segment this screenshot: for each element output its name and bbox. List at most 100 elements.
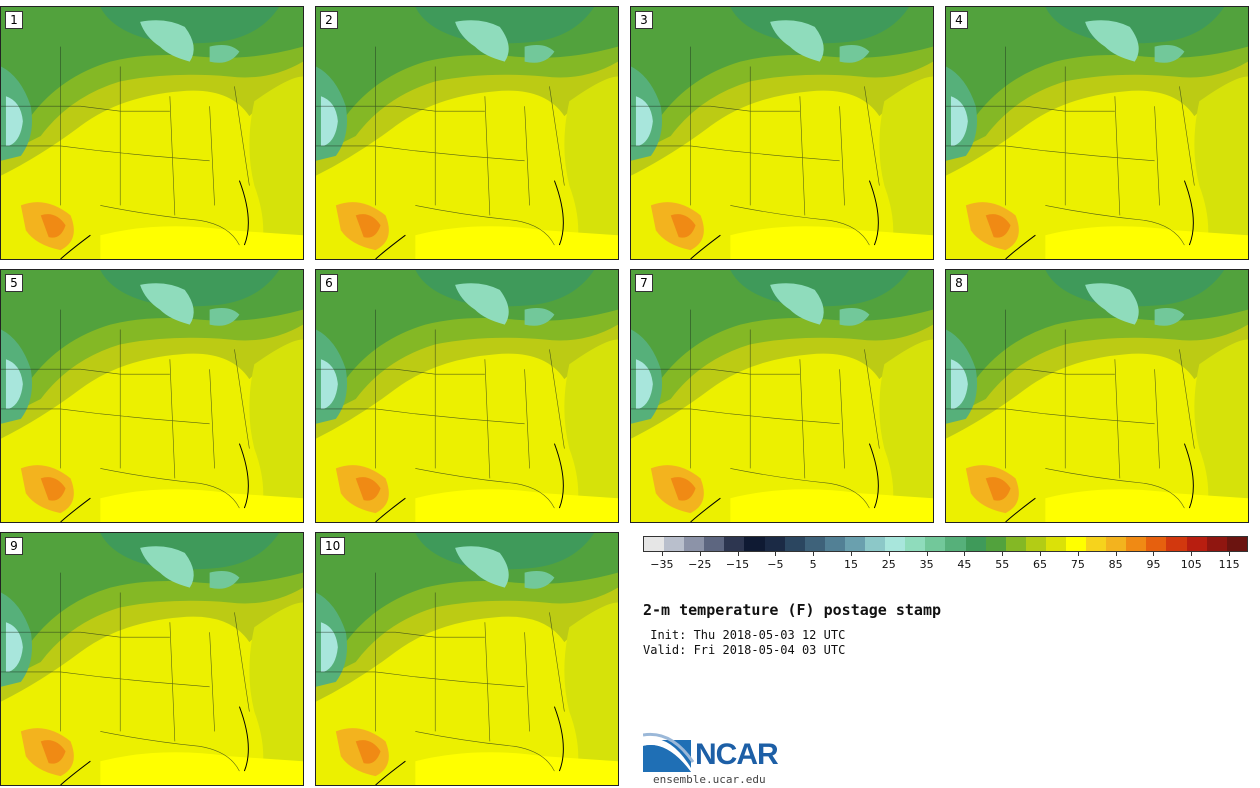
colorbar-tick-label: 25 — [881, 558, 896, 571]
map-atlantic-zone — [1194, 339, 1248, 522]
colorbar-tick-label: −5 — [767, 558, 784, 571]
colorbar-tick — [1153, 552, 1155, 556]
colorbar-tick-label: −25 — [688, 558, 712, 571]
colorbar-swatch — [824, 537, 845, 551]
map-panel-1: 1 — [0, 6, 304, 260]
map-atlantic-zone — [879, 339, 933, 522]
colorbar-tick-label: 5 — [809, 558, 817, 571]
colorbar-tick-label: 75 — [1070, 558, 1085, 571]
map-northeast-zone — [1154, 308, 1185, 326]
map-gulf-zone — [100, 226, 303, 259]
colorbar-swatch — [1106, 537, 1127, 551]
map-great-lakes-zone — [1085, 20, 1139, 62]
map-atlantic-zone — [564, 339, 618, 522]
colorbar-swatch — [684, 537, 705, 551]
ncar-logo-swoosh-icon — [643, 732, 695, 772]
map-state-borders — [1, 572, 250, 772]
colorbar-swatch — [865, 537, 886, 551]
map-coastline — [60, 443, 249, 522]
panel-number: 10 — [320, 537, 346, 555]
colorbar-tick-label: −35 — [650, 558, 674, 571]
map-gulf-zone — [415, 489, 618, 522]
colorbar-tick-label: 15 — [843, 558, 858, 571]
map-state-borders — [631, 46, 880, 246]
map-panel-5: 5 — [0, 269, 304, 523]
map-coastline — [375, 706, 564, 785]
panel-number: 3 — [635, 11, 653, 29]
ncar-logo-text: NCAR — [695, 738, 779, 771]
map-north-zone — [415, 270, 595, 307]
colorbar-tick — [850, 552, 852, 556]
map-rockies-zone — [635, 359, 653, 409]
map-state-borders — [946, 46, 1195, 246]
map-panel-8: 8 — [945, 269, 1249, 523]
colorbar-tick — [1040, 552, 1042, 556]
map-state-borders — [946, 309, 1195, 509]
panel-number: 9 — [5, 537, 23, 555]
map-northeast-zone — [839, 45, 870, 63]
colorbar-tick-label: 55 — [995, 558, 1010, 571]
map-northeast-zone — [524, 571, 555, 589]
map-great-lakes-zone — [1085, 283, 1139, 325]
map-north-zone — [730, 270, 910, 307]
temperature-map — [1, 270, 303, 522]
colorbar-swatch — [1005, 537, 1026, 551]
map-state-borders — [316, 572, 565, 772]
colorbar-tick — [699, 552, 701, 556]
colorbar-swatch — [644, 537, 665, 551]
colorbar-swatch — [804, 537, 825, 551]
colorbar-swatch — [965, 537, 986, 551]
panel-number: 6 — [320, 274, 338, 292]
colorbar-swatch — [885, 537, 906, 551]
colorbar-swatch — [1045, 537, 1066, 551]
colorbar-swatch — [1086, 537, 1107, 551]
map-rockies-zone — [635, 96, 653, 146]
map-great-lakes-zone — [770, 283, 824, 325]
panel-number: 7 — [635, 274, 653, 292]
colorbar-tick-label: 65 — [1033, 558, 1048, 571]
colorbar-swatch — [784, 537, 805, 551]
map-texas-hottest-zone — [40, 214, 66, 238]
colorbar-tick-label: −15 — [725, 558, 750, 571]
map-atlantic-zone — [879, 76, 933, 259]
map-coastline — [375, 180, 564, 259]
map-north-zone — [100, 533, 280, 570]
map-state-borders — [1, 309, 250, 509]
init-time: Init: Thu 2018-05-03 12 UTC — [643, 628, 846, 642]
map-northeast-zone — [209, 308, 240, 326]
map-rockies-zone — [950, 96, 968, 146]
colorbar-swatch — [724, 537, 745, 551]
map-northeast-zone — [209, 571, 240, 589]
map-north-zone — [100, 7, 280, 44]
map-state-borders — [631, 309, 880, 509]
map-atlantic-zone — [564, 602, 618, 785]
colorbar-tick-label: 85 — [1108, 558, 1123, 571]
map-atlantic-zone — [249, 339, 303, 522]
map-gulf-zone — [1045, 226, 1248, 259]
map-rockies-zone — [320, 359, 338, 409]
colorbar-swatch — [985, 537, 1006, 551]
temperature-map — [1, 533, 303, 785]
colorbar-swatch — [925, 537, 946, 551]
map-panel-10: 10 — [315, 532, 619, 786]
map-gulf-zone — [100, 752, 303, 785]
map-rockies-zone — [5, 96, 23, 146]
map-northeast-zone — [839, 308, 870, 326]
colorbar-tick — [661, 552, 663, 556]
panel-number: 5 — [5, 274, 23, 292]
map-northeast-zone — [524, 308, 555, 326]
valid-time: Valid: Fri 2018-05-04 03 UTC — [643, 643, 846, 657]
colorbar-swatch — [1126, 537, 1147, 551]
map-rockies-zone — [5, 622, 23, 672]
map-texas-hottest-zone — [40, 477, 66, 501]
ncar-logo: NCAR — [643, 730, 793, 780]
map-north-zone — [415, 533, 595, 570]
map-coastline — [60, 706, 249, 785]
map-rockies-zone — [5, 359, 23, 409]
map-gulf-zone — [100, 489, 303, 522]
temperature-map — [631, 270, 933, 522]
map-north-zone — [1045, 7, 1225, 44]
colorbar-swatch — [744, 537, 765, 551]
map-state-borders — [1, 46, 250, 246]
colorbar-tick-label: 95 — [1146, 558, 1161, 571]
